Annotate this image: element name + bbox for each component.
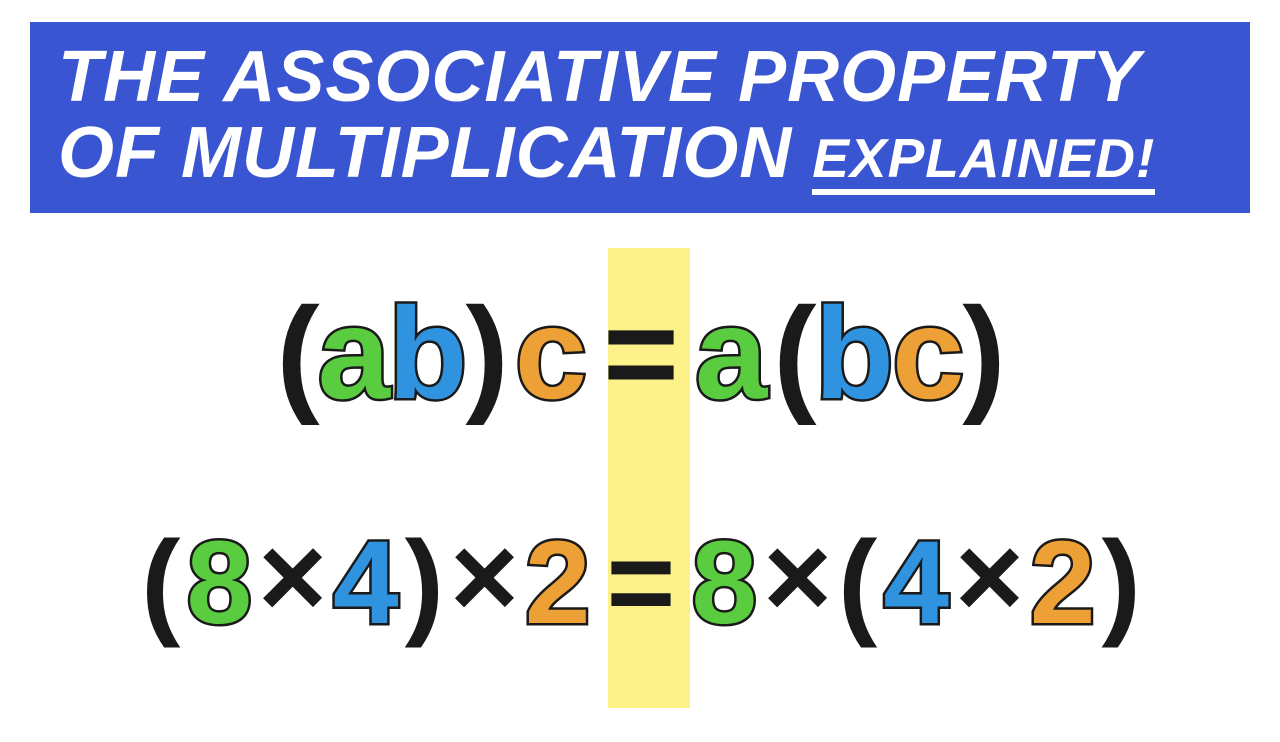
paren-close: )	[1102, 515, 1139, 651]
paren-close: )	[962, 278, 1003, 428]
var-c: c	[515, 278, 585, 428]
num-4: 4	[883, 515, 947, 651]
num-4: 4	[333, 515, 397, 651]
title-line-1: THE ASSOCIATIVE PROPERTY	[58, 40, 1222, 116]
title-explained-text: EXPLAINED!	[812, 127, 1155, 189]
underline-icon	[812, 189, 1155, 195]
num-2: 2	[1030, 515, 1094, 651]
paren-open: (	[141, 515, 178, 651]
title-line-2: OF MULTIPLICATION EXPLAINED!	[58, 116, 1222, 192]
title-explained: EXPLAINED!	[812, 130, 1155, 188]
paren-open: (	[773, 278, 814, 428]
times-icon: ×	[258, 509, 325, 645]
var-b: b	[815, 278, 892, 428]
num-2: 2	[525, 515, 589, 651]
var-c: c	[892, 278, 962, 428]
equals-sign: =	[607, 515, 674, 651]
algebra-equation: ( a b ) c = a ( b c )	[0, 248, 1280, 458]
num-8: 8	[186, 515, 250, 651]
var-a: a	[318, 278, 388, 428]
paren-close: )	[405, 515, 442, 651]
num-8: 8	[691, 515, 755, 651]
var-a: a	[695, 278, 765, 428]
title-line-2-prefix: OF MULTIPLICATION	[58, 116, 792, 192]
paren-open: (	[838, 515, 875, 651]
title-banner: THE ASSOCIATIVE PROPERTY OF MULTIPLICATI…	[30, 22, 1250, 213]
equals-sign: =	[603, 278, 677, 428]
var-b: b	[388, 278, 465, 428]
numeric-equation: ( 8 × 4 ) × 2 = 8 × ( 4 × 2 )	[0, 478, 1280, 688]
equations-area: ( a b ) c = a ( b c ) ( 8 × 4 ) × 2 = 8 …	[0, 248, 1280, 708]
times-icon: ×	[763, 509, 830, 645]
paren-close: )	[465, 278, 506, 428]
times-icon: ×	[955, 509, 1022, 645]
paren-open: (	[276, 278, 317, 428]
times-icon: ×	[450, 509, 517, 645]
